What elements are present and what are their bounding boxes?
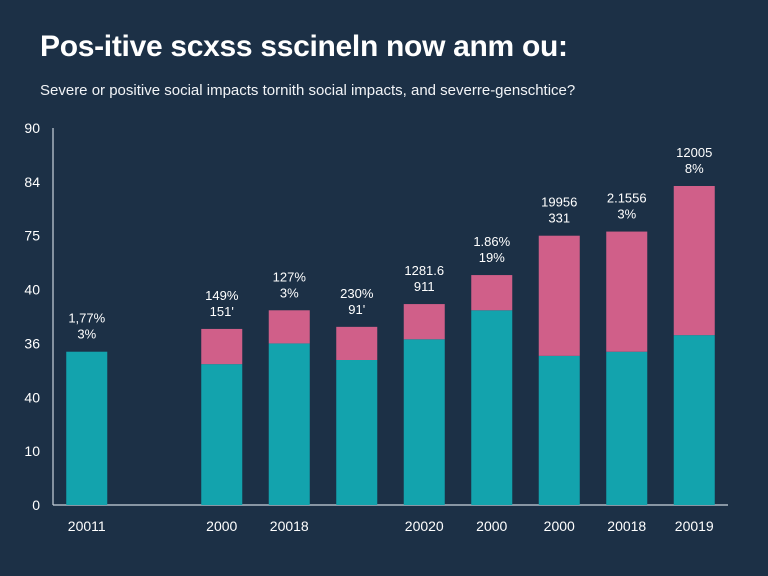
bar-base — [471, 310, 513, 505]
data-label: 1,77% — [68, 311, 105, 326]
y-tick-label: 90 — [24, 120, 40, 136]
data-label: 12005 — [676, 145, 712, 160]
y-tick-label: 10 — [24, 443, 40, 459]
data-label: 19956 — [541, 195, 577, 210]
data-label: 149% — [205, 288, 239, 303]
bar-positive — [673, 186, 715, 336]
bar-positive — [336, 326, 378, 360]
data-label: 127% — [273, 269, 307, 284]
data-label: 19% — [479, 250, 505, 265]
bar-base — [66, 351, 108, 505]
data-label: 3% — [280, 285, 299, 300]
chart-title: Pos-itive scxss sscineln now anm ou: — [40, 30, 568, 63]
bar-base — [606, 351, 648, 505]
bar-base — [673, 335, 715, 505]
data-label: 331 — [548, 211, 570, 226]
chart-subtitle: Severe or positive social impacts tornit… — [40, 82, 576, 99]
y-tick-label: 40 — [24, 389, 40, 405]
bar-base — [201, 364, 243, 505]
bar-positive — [606, 231, 648, 352]
y-tick-label: 0 — [32, 497, 40, 513]
data-label: 911 — [414, 279, 435, 294]
data-label: 91' — [348, 302, 365, 317]
bar-base — [336, 360, 378, 505]
bar-positive — [201, 328, 243, 365]
bar-base — [403, 339, 445, 505]
bar-positive — [268, 310, 310, 344]
x-tick-label: 20011 — [68, 518, 106, 534]
data-label: 3% — [617, 207, 636, 222]
x-tick-label: 20020 — [405, 518, 444, 534]
data-label: 2.1556 — [607, 191, 647, 206]
x-tick-label: 20018 — [607, 518, 646, 534]
data-label: 8% — [685, 161, 704, 176]
bar-positive — [538, 235, 580, 356]
x-tick-label: 2000 — [476, 518, 507, 534]
bar-base — [538, 355, 580, 505]
y-tick-label: 36 — [24, 335, 40, 351]
bar-base — [268, 343, 310, 505]
x-tick-label: 20019 — [675, 518, 714, 534]
bar-positive — [403, 304, 445, 340]
data-label: 230% — [340, 286, 374, 301]
data-label: 1.86% — [473, 234, 510, 249]
data-label: 1281.6 — [404, 263, 444, 278]
data-label: 3% — [77, 327, 96, 342]
data-label: 151' — [210, 304, 234, 319]
y-tick-label: 75 — [24, 228, 40, 244]
x-tick-label: 20018 — [270, 518, 309, 534]
x-tick-label: 2000 — [206, 518, 237, 534]
y-tick-label: 84 — [24, 174, 40, 190]
x-tick-label: 2000 — [544, 518, 575, 534]
bar-positive — [471, 275, 513, 311]
y-tick-label: 40 — [24, 282, 40, 298]
